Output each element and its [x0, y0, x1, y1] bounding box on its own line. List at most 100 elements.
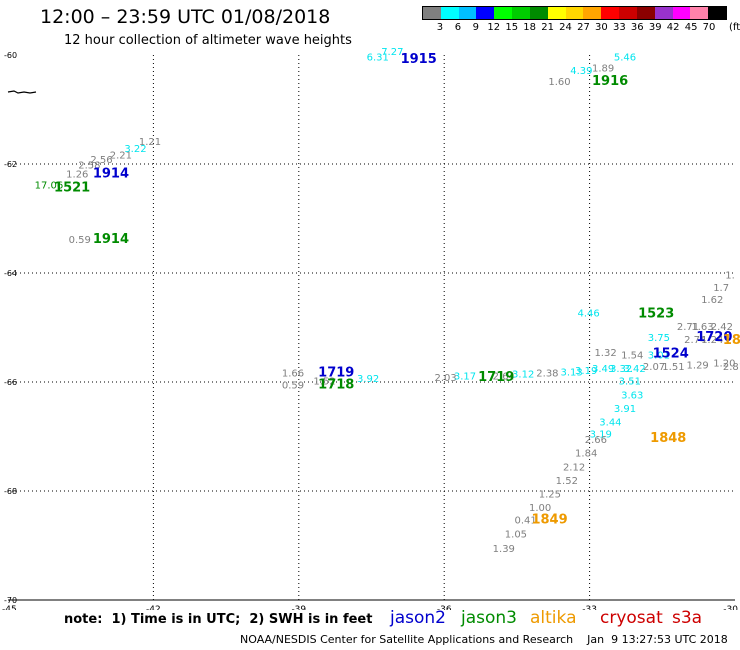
swh-label: 1.60 — [548, 77, 570, 88]
swh-label: 1.66 — [282, 369, 304, 380]
swh-label: 3.44 — [599, 418, 621, 429]
coastline — [7, 90, 37, 94]
swh-label: 3.19 — [575, 366, 597, 377]
swh-label: 3.63 — [621, 390, 643, 401]
colorbar-swatch — [547, 7, 566, 19]
swh-label: 3.32 — [610, 364, 632, 375]
pass-time-label: 1848 — [650, 431, 686, 446]
swh-label: 2.81 — [723, 362, 740, 373]
swh-label: 2.38 — [536, 369, 558, 380]
swh-label: 3.92 — [357, 374, 379, 385]
colorbar-swatch — [494, 7, 513, 19]
swh-label: 2.64 — [493, 371, 515, 382]
swh-label: 1.25 — [539, 490, 561, 501]
pass-time-label: 1718 — [318, 378, 354, 393]
swh-label: 3.75 — [648, 333, 670, 344]
colorbar-label: 70 — [702, 22, 716, 33]
pass-time-label: 184 — [723, 333, 740, 348]
swh-label: 1.52 — [556, 476, 578, 487]
swh-label: 0.59 — [282, 381, 304, 392]
pass-times: 1915191619141521191417191718171915231524… — [54, 52, 740, 528]
swh-label: 1.89 — [592, 63, 614, 74]
swh-points: 17.061.262.582.562.213.221.210.591.660.5… — [35, 47, 740, 555]
footer-note: note: 1) Time is in UTC; 2) SWH is in fe… — [64, 612, 373, 627]
swh-label: 4.39 — [570, 66, 592, 77]
graticule — [8, 55, 735, 600]
swh-label: 2.58 — [78, 160, 100, 171]
swh-label: 1.00 — [529, 503, 551, 514]
lon-tick-label: -39 — [291, 605, 306, 610]
axis-labels: -60 -62 -64 -66 -68 -70-45 -42 -39 -36 -33 -30 — [2, 51, 738, 610]
colorbar-swatch — [672, 7, 691, 19]
swh-label: 3.49 — [592, 364, 614, 375]
pass-time-label: 1915 — [401, 52, 437, 67]
swh-label: 1.51 — [662, 362, 684, 373]
lon-tick-label: -45 — [2, 605, 17, 610]
colorbar-swatch — [619, 7, 637, 19]
colorbar-label: 27 — [577, 22, 590, 33]
island-coastline — [7, 90, 37, 94]
swh-label: 1.24 — [701, 335, 723, 346]
colorbar-swatch — [440, 7, 459, 19]
altimeter-map: -60 -62 -64 -66 -68 -70-45 -42 -39 -36 -33 -30 17.… — [2, 47, 740, 610]
colorbar-label: 15 — [505, 22, 519, 33]
swh-label: 2.66 — [585, 435, 607, 446]
swh-label: 3.13 — [561, 367, 583, 378]
colorbar-label: 21 — [541, 22, 554, 33]
lat-tick-label: -62 — [4, 160, 17, 169]
pass-time-label: 1521 — [54, 180, 90, 195]
lat-tick-label: -68 — [4, 487, 17, 496]
colorbar-label: 30 — [595, 22, 608, 33]
swh-label: 0.41 — [514, 516, 536, 527]
pass-time-label: 1523 — [638, 307, 674, 322]
colorbar-swatch — [476, 7, 495, 19]
pass-time-label: 1719 — [318, 366, 354, 381]
swh-label: 1.29 — [687, 360, 709, 371]
colorbar-label: 33 — [612, 22, 626, 33]
swh-label: 3.01 — [648, 351, 670, 362]
swh-label: 2.12 — [563, 462, 585, 473]
colorbar-swatch — [708, 7, 727, 19]
colorbar-label: 3 — [436, 22, 444, 33]
colorbar-label: 9 — [472, 22, 479, 33]
pass-time-label: 1524 — [653, 346, 689, 361]
colorbar-label: 45 — [684, 22, 698, 33]
colorbar-swatch — [423, 7, 441, 19]
colorbar-swatch — [565, 7, 584, 19]
pass-time-label: 1916 — [592, 74, 628, 89]
pass-time-label: 1914 — [93, 167, 129, 182]
footer-credit: NOAA/NESDIS Center for Satellite Applica… — [240, 633, 728, 646]
swh-label: 3.12 — [512, 370, 534, 381]
swh-label: 1.84 — [575, 449, 597, 460]
colorbar-label: 24 — [559, 22, 572, 33]
swh-label: 2.07 — [643, 362, 665, 373]
colorbar-swatch — [529, 7, 548, 19]
pass-time-label: 1719 — [478, 370, 514, 385]
swh-label: 7.27 — [381, 47, 403, 58]
lat-tick-label: -66 — [4, 378, 17, 387]
lon-tick-label: -42 — [146, 605, 161, 610]
colorbar-swatch — [690, 7, 709, 19]
colorbar-swatch — [512, 7, 530, 19]
map-title: 12:00 – 23:59 UTC 01/08/2018 — [40, 6, 331, 28]
swh-label: 1.05 — [505, 529, 527, 540]
swh-label: 1.26 — [66, 170, 88, 181]
swh-label: 1.20 — [713, 359, 735, 370]
swh-label: 4.46 — [577, 309, 599, 320]
lon-tick-label: -33 — [582, 605, 597, 610]
colorbar-label: 12 — [487, 22, 501, 33]
legend-s3a: s3a — [672, 608, 703, 628]
colorbar-label: 39 — [648, 22, 662, 33]
swh-label: 1.39 — [493, 544, 515, 555]
swh-label: 2.42 — [711, 322, 733, 333]
lat-tick-label: -60 — [4, 51, 17, 60]
colorbar-swatch — [654, 7, 673, 19]
swh-label: 1.62 — [701, 295, 723, 306]
colorbar-unit: (ft) — [729, 22, 740, 33]
lat-tick-label: -64 — [4, 269, 17, 278]
swh-label: 3.22 — [124, 144, 146, 155]
lon-tick-label: -36 — [437, 605, 452, 610]
swh-label: 2.74 — [684, 335, 706, 346]
swh-label: 3.91 — [614, 404, 636, 415]
swh-label: 17.06 — [35, 181, 64, 192]
